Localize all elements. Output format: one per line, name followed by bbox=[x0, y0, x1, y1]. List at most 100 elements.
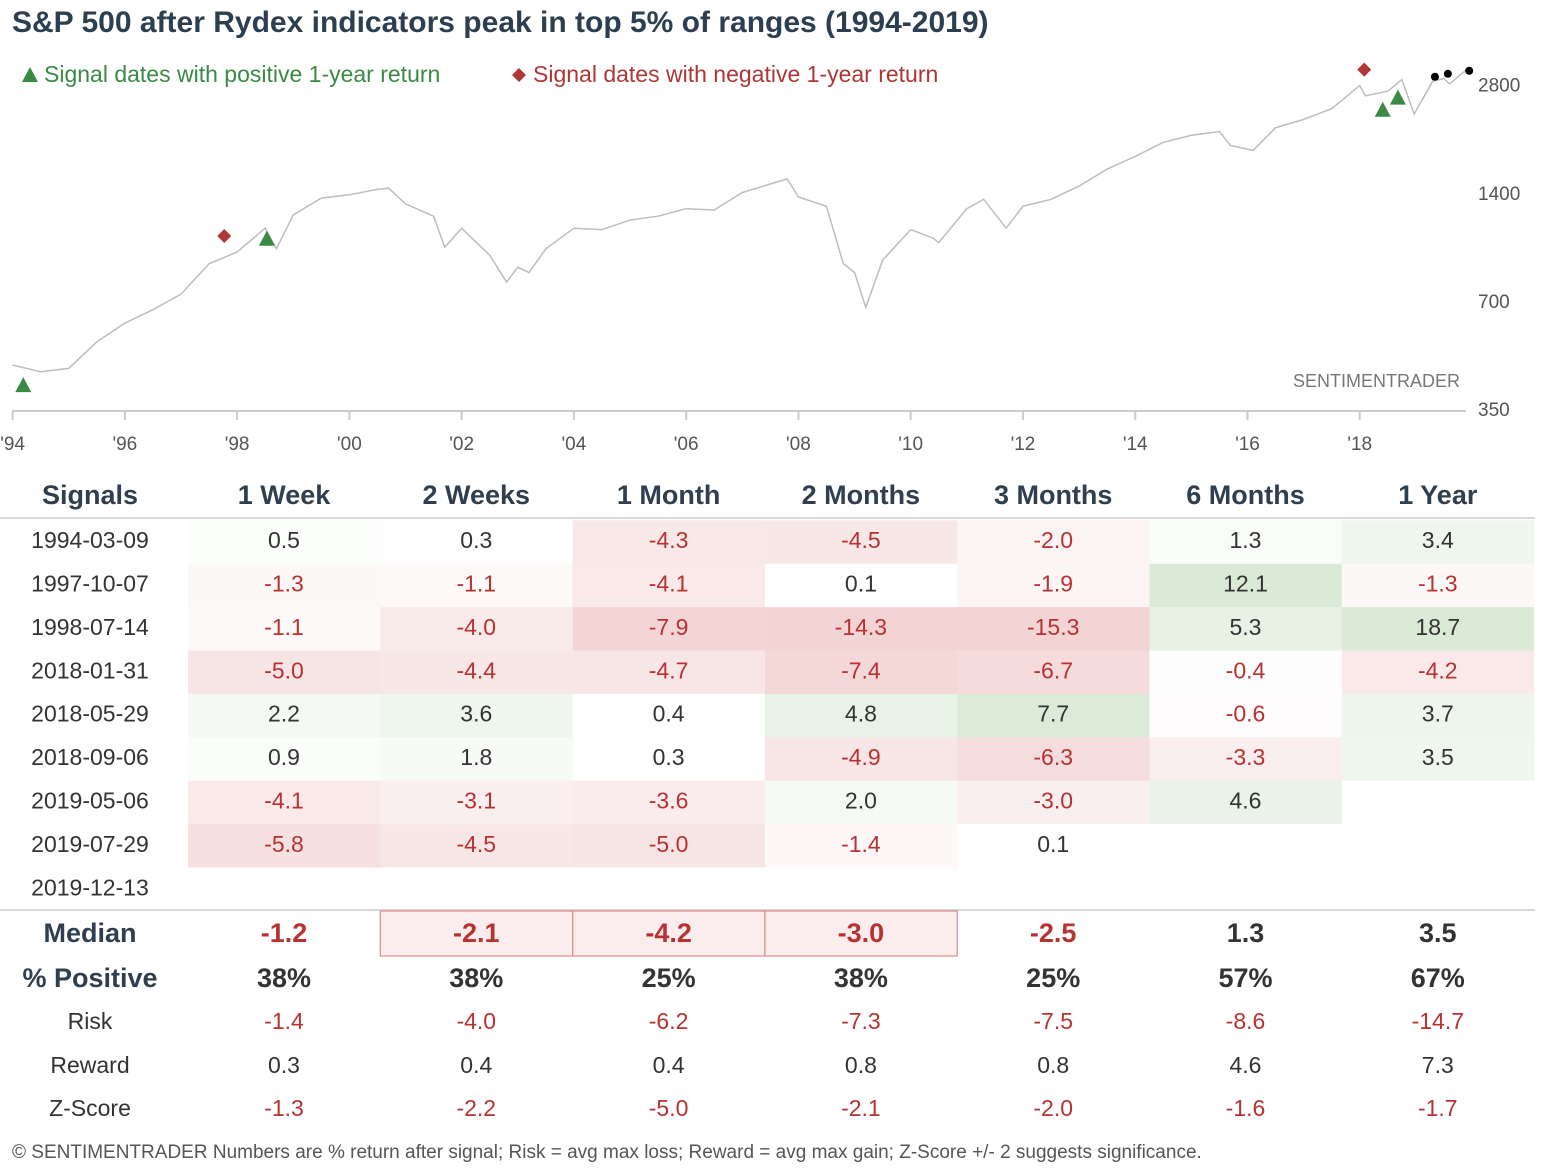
cell-value: -1.4 bbox=[841, 831, 881, 857]
cell-value: 12.1 bbox=[1223, 570, 1268, 596]
y-tick-label: 1400 bbox=[1478, 184, 1520, 205]
heat-cell bbox=[188, 650, 381, 694]
cell-value: -1.9 bbox=[1033, 570, 1073, 596]
signal-marker bbox=[258, 230, 275, 246]
column-header: 2 Months bbox=[802, 480, 921, 510]
cell-value: -0.4 bbox=[1226, 657, 1266, 683]
column-header: 6 Months bbox=[1186, 480, 1305, 510]
heat-cell bbox=[1149, 780, 1342, 825]
summary-value: -2.0 bbox=[1033, 1095, 1073, 1121]
summary-label: Z-Score bbox=[49, 1095, 131, 1121]
row-date: 1998-07-14 bbox=[31, 614, 149, 640]
summary-value: 38% bbox=[834, 963, 888, 993]
heat-cell bbox=[957, 693, 1150, 738]
cell-value: 1.8 bbox=[460, 744, 492, 770]
summary-value: -2.5 bbox=[1030, 918, 1077, 948]
row-date: 1997-10-07 bbox=[31, 570, 149, 596]
cell-value: -1.3 bbox=[264, 570, 304, 596]
heat-cell bbox=[380, 650, 573, 694]
heat-cell bbox=[764, 693, 958, 738]
summary-value: -4.0 bbox=[456, 1008, 496, 1034]
cell-value: 0.9 bbox=[268, 744, 300, 770]
cell-value: -4.5 bbox=[841, 527, 881, 553]
column-header: 2 Weeks bbox=[423, 480, 531, 510]
heat-cell bbox=[188, 780, 381, 825]
cell-value: 3.4 bbox=[1422, 527, 1454, 553]
heat-cell bbox=[572, 780, 765, 825]
signal-marker bbox=[15, 377, 32, 393]
cell-value: -15.3 bbox=[1027, 614, 1079, 640]
cell-value: -5.0 bbox=[649, 831, 689, 857]
x-tick-label: '04 bbox=[562, 434, 587, 455]
cell-value: 4.8 bbox=[845, 701, 877, 727]
cell-value: 0.4 bbox=[653, 701, 685, 727]
x-tick-label: '08 bbox=[786, 434, 811, 455]
column-header: 1 Month bbox=[617, 480, 720, 510]
heat-cell bbox=[1149, 563, 1342, 608]
x-tick-label: '98 bbox=[225, 434, 250, 455]
highlight-cell bbox=[764, 910, 958, 957]
row-date: 2019-05-06 bbox=[31, 787, 149, 813]
summary-value: -5.0 bbox=[649, 1095, 689, 1121]
heat-cell bbox=[572, 607, 765, 651]
heat-cell bbox=[1149, 737, 1342, 781]
column-header: 1 Week bbox=[238, 480, 332, 510]
heat-cell bbox=[764, 824, 958, 868]
cell-value: 0.3 bbox=[653, 744, 685, 770]
summary-label: % Positive bbox=[22, 963, 157, 993]
cell-value: -5.8 bbox=[264, 831, 304, 857]
cell-value: 2.0 bbox=[845, 787, 877, 813]
cell-value: 7.7 bbox=[1037, 701, 1069, 727]
signal-marker bbox=[1465, 66, 1474, 75]
summary-value: -2.1 bbox=[841, 1095, 881, 1121]
highlight-cell bbox=[379, 910, 574, 957]
cell-value: -5.0 bbox=[264, 657, 304, 683]
summary-value: 7.3 bbox=[1422, 1052, 1454, 1078]
cell-value: -4.3 bbox=[649, 527, 689, 553]
summary-value: -1.3 bbox=[264, 1095, 304, 1121]
heat-cell bbox=[188, 824, 381, 868]
cell-value: -1.1 bbox=[264, 614, 304, 640]
heat-cell bbox=[764, 650, 958, 694]
cell-value: -0.6 bbox=[1226, 701, 1266, 727]
cell-value: 0.1 bbox=[1037, 831, 1069, 857]
heat-cell bbox=[764, 607, 958, 651]
cell-value: -4.9 bbox=[841, 744, 881, 770]
x-tick-label: '02 bbox=[449, 434, 474, 455]
summary-value: 25% bbox=[642, 963, 696, 993]
heat-cell bbox=[1341, 693, 1535, 738]
cell-value: 0.5 bbox=[268, 527, 300, 553]
cell-value: -6.3 bbox=[1033, 744, 1073, 770]
signal-marker bbox=[1443, 69, 1452, 78]
summary-value: -4.2 bbox=[645, 918, 692, 948]
cell-value: -4.5 bbox=[456, 831, 496, 857]
column-header: Signals bbox=[42, 480, 138, 510]
column-header: 1 Year bbox=[1398, 480, 1478, 510]
cell-value: -3.0 bbox=[1033, 787, 1073, 813]
cell-value: -1.1 bbox=[456, 570, 496, 596]
heat-cell bbox=[1341, 737, 1535, 781]
signal-marker bbox=[1374, 101, 1391, 117]
summary-value: 38% bbox=[449, 963, 503, 993]
summary-value: 0.8 bbox=[1037, 1052, 1069, 1078]
heat-cell bbox=[380, 737, 573, 781]
cell-value: -1.3 bbox=[1418, 570, 1458, 596]
summary-value: -1.7 bbox=[1418, 1095, 1458, 1121]
x-tick-label: '18 bbox=[1347, 434, 1372, 455]
heat-cell bbox=[957, 607, 1150, 651]
legend-marker bbox=[22, 67, 38, 82]
heat-cell bbox=[957, 520, 1150, 564]
y-tick-label: 700 bbox=[1478, 292, 1510, 313]
summary-value: 0.4 bbox=[460, 1052, 492, 1078]
summary-value: -7.5 bbox=[1033, 1008, 1073, 1034]
heat-cell bbox=[764, 780, 958, 825]
cell-value: 2.2 bbox=[268, 701, 300, 727]
heat-cell bbox=[957, 737, 1150, 781]
column-header: 3 Months bbox=[994, 480, 1113, 510]
cell-value: 0.1 bbox=[845, 570, 877, 596]
summary-value: -14.7 bbox=[1412, 1008, 1464, 1034]
row-date: 1994-03-09 bbox=[31, 527, 149, 553]
y-tick-label: 2800 bbox=[1478, 76, 1520, 97]
